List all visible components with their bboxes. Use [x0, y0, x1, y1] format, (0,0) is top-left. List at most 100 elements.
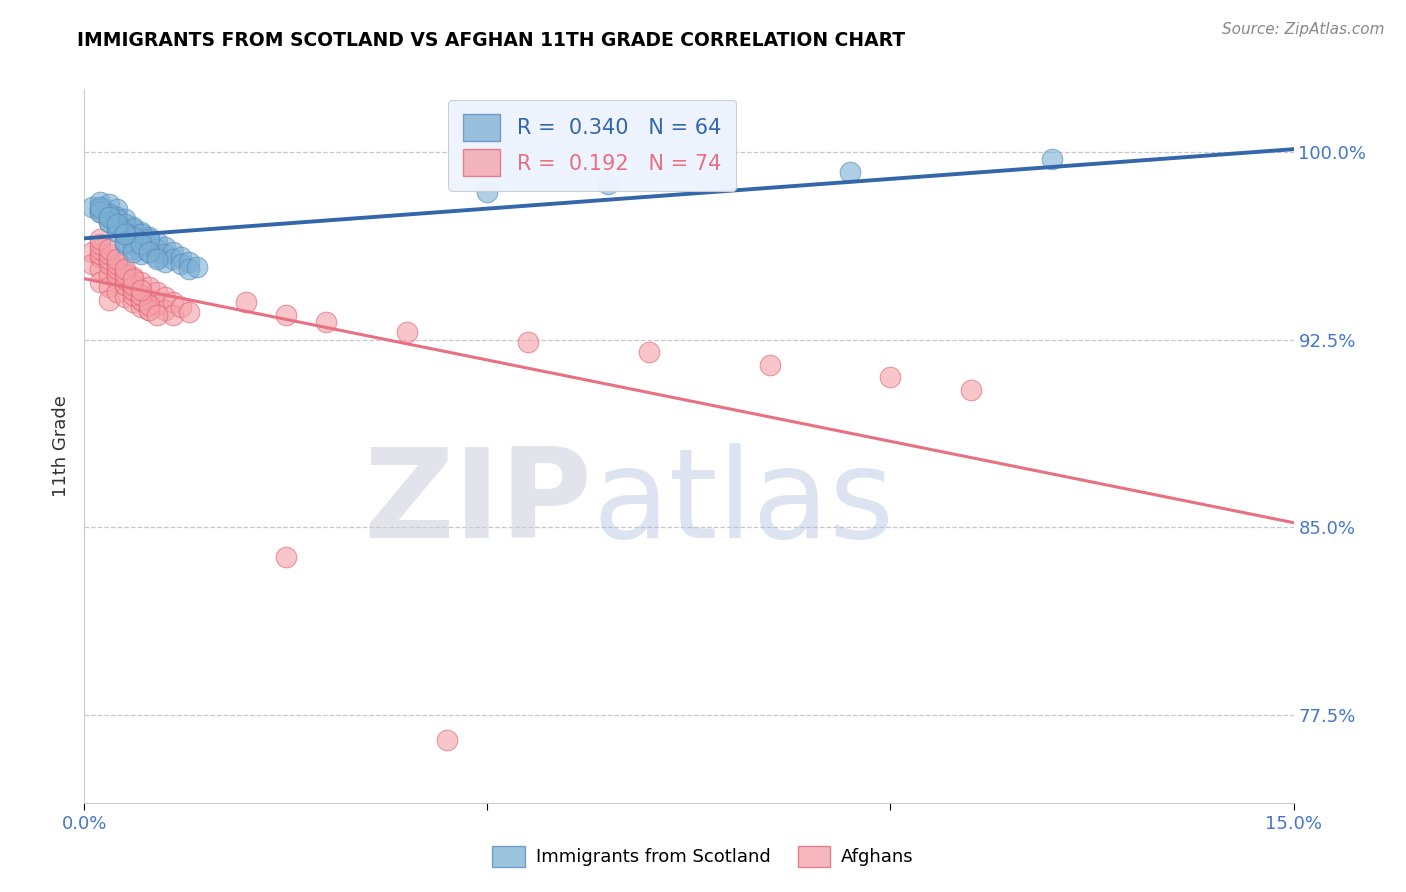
Point — [105, 272, 128, 286]
Point — [186, 260, 208, 274]
Point — [121, 244, 143, 259]
Point — [114, 277, 136, 292]
Point — [105, 202, 128, 217]
Point — [82, 244, 104, 259]
Point — [89, 200, 111, 214]
Point — [162, 295, 184, 310]
Text: Source: ZipAtlas.com: Source: ZipAtlas.com — [1222, 22, 1385, 37]
Point — [477, 185, 499, 199]
Point — [82, 257, 104, 271]
Point — [114, 272, 136, 286]
Point — [146, 308, 169, 322]
Point — [105, 285, 128, 299]
Point — [121, 230, 143, 244]
Point — [598, 178, 620, 192]
Point — [235, 295, 257, 310]
Point — [153, 247, 176, 261]
Point — [114, 262, 136, 277]
Point — [146, 243, 169, 257]
Point — [516, 335, 538, 350]
Point — [153, 240, 176, 254]
Point — [121, 219, 143, 234]
Point — [89, 205, 111, 219]
Point — [138, 293, 160, 307]
Point — [315, 315, 337, 329]
Point — [114, 225, 136, 239]
Point — [105, 210, 128, 224]
Point — [114, 268, 136, 282]
Point — [105, 218, 128, 232]
Point — [1040, 153, 1063, 167]
Point — [82, 200, 104, 214]
Point — [138, 297, 160, 311]
Point — [170, 257, 193, 271]
Point — [146, 250, 169, 264]
Point — [105, 212, 128, 227]
Point — [105, 218, 128, 232]
Point — [97, 210, 120, 224]
Point — [179, 262, 201, 277]
Point — [121, 235, 143, 249]
Point — [179, 305, 201, 319]
Point — [114, 212, 136, 227]
Point — [114, 237, 136, 252]
Point — [129, 275, 152, 289]
Point — [153, 302, 176, 317]
Point — [274, 308, 297, 322]
Point — [105, 260, 128, 274]
Point — [121, 270, 143, 285]
Point — [637, 345, 659, 359]
Point — [97, 255, 120, 269]
Point — [105, 257, 128, 271]
Legend: Immigrants from Scotland, Afghans: Immigrants from Scotland, Afghans — [485, 838, 921, 874]
Point — [89, 237, 111, 252]
Point — [146, 297, 169, 311]
Point — [121, 243, 143, 257]
Point — [170, 300, 193, 314]
Point — [97, 210, 120, 224]
Point — [129, 300, 152, 314]
Point — [89, 247, 111, 261]
Point — [97, 197, 120, 211]
Point — [121, 295, 143, 310]
Point — [879, 370, 901, 384]
Point — [129, 287, 152, 301]
Point — [97, 207, 120, 221]
Point — [121, 277, 143, 292]
Point — [138, 280, 160, 294]
Point — [105, 252, 128, 267]
Point — [97, 268, 120, 282]
Point — [105, 262, 128, 277]
Point — [153, 255, 176, 269]
Point — [129, 237, 152, 252]
Point — [97, 257, 120, 271]
Point — [121, 272, 143, 286]
Point — [97, 207, 120, 221]
Point — [97, 252, 120, 267]
Point — [114, 222, 136, 236]
Point — [436, 733, 458, 747]
Point — [97, 215, 120, 229]
Point — [89, 275, 111, 289]
Point — [89, 262, 111, 277]
Point — [146, 285, 169, 299]
Point — [114, 272, 136, 286]
Point — [129, 225, 152, 239]
Text: ZIP: ZIP — [364, 442, 592, 564]
Point — [89, 232, 111, 246]
Point — [105, 262, 128, 277]
Point — [138, 232, 160, 246]
Point — [105, 225, 128, 239]
Point — [153, 290, 176, 304]
Point — [129, 227, 152, 242]
Point — [179, 255, 201, 269]
Point — [97, 280, 120, 294]
Point — [162, 244, 184, 259]
Point — [138, 244, 160, 259]
Point — [146, 235, 169, 249]
Point — [129, 293, 152, 307]
Point — [97, 293, 120, 307]
Point — [138, 244, 160, 259]
Point — [839, 165, 862, 179]
Point — [129, 240, 152, 254]
